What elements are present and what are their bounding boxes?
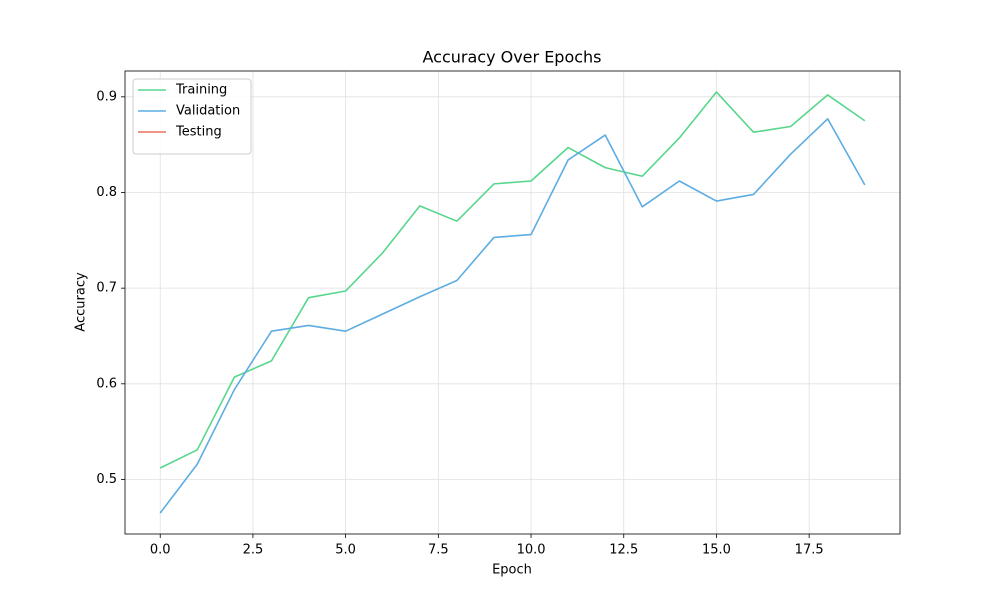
chart-title: Accuracy Over Epochs — [422, 48, 601, 67]
legend-box — [132, 78, 252, 155]
y-tick-label: 0.9 — [96, 89, 117, 104]
x-tick-label: 0.0 — [150, 543, 171, 558]
x-axis-label: Epoch — [492, 563, 532, 578]
x-tick-label: 2.5 — [243, 543, 264, 558]
x-tick-label: 5.0 — [335, 543, 356, 558]
y-tick-label: 0.6 — [96, 376, 117, 391]
x-tick-label: 7.5 — [428, 543, 449, 558]
legend: Training Validation Testing — [132, 78, 252, 155]
y-tick-label: 0.5 — [96, 472, 117, 487]
y-tick-label: 0.7 — [96, 281, 117, 296]
plot-frame — [124, 70, 901, 535]
x-tick-label: 12.5 — [609, 543, 638, 558]
legend-label: Testing — [175, 125, 222, 140]
legend-label: Validation — [176, 104, 240, 119]
y-axis-label: Accuracy — [74, 272, 89, 332]
legend-label: Training — [175, 83, 227, 98]
line-series — [159, 118, 866, 514]
y-tick-label: 0.8 — [96, 185, 117, 200]
x-tick-label: 10.0 — [517, 543, 546, 558]
x-tick-label: 17.5 — [795, 543, 824, 558]
line-series — [159, 91, 866, 469]
x-tick-label: 15.0 — [702, 543, 731, 558]
